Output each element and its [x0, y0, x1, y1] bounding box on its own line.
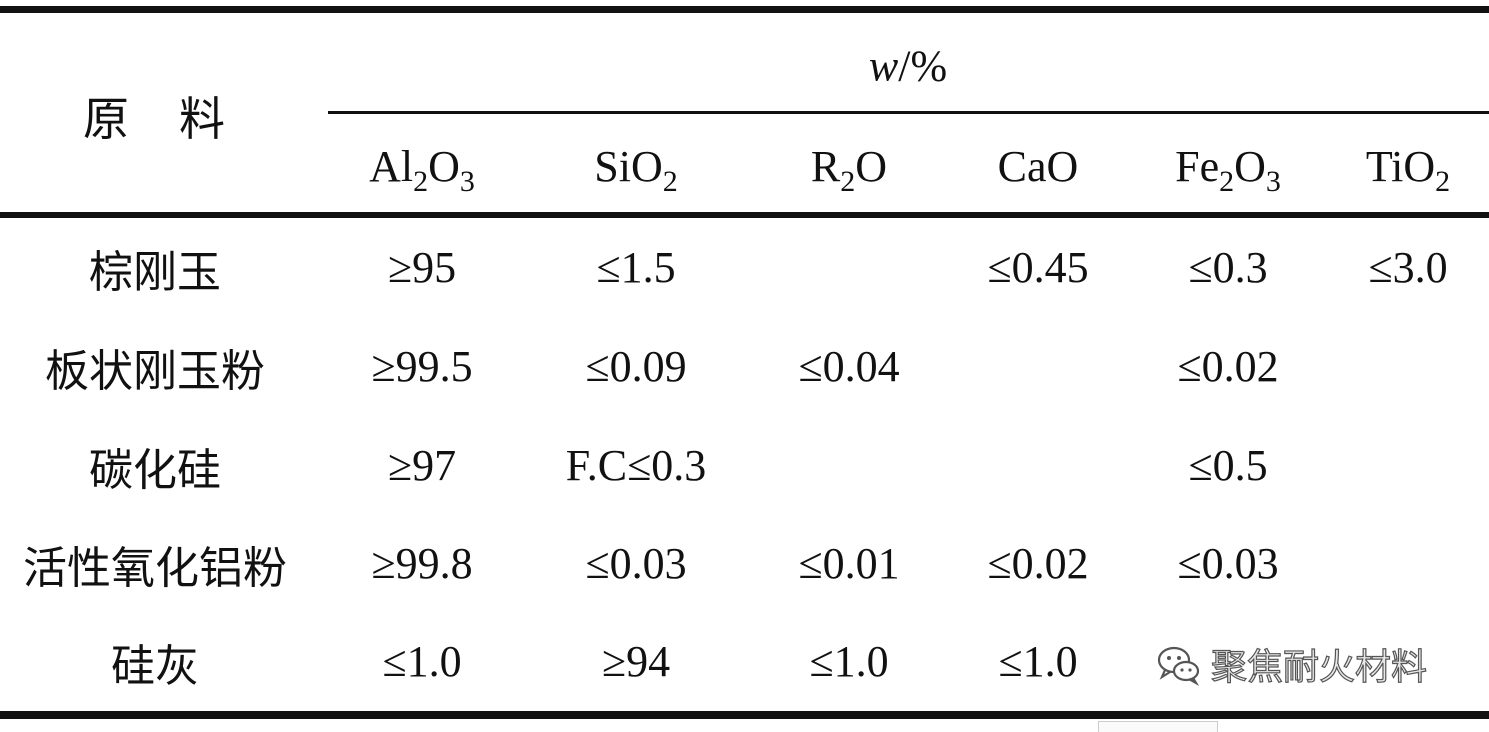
row-label: 活性氧化铝粉 — [23, 544, 287, 593]
subscript: 2 — [662, 165, 678, 198]
column-header: Al2O3 — [369, 142, 475, 197]
row-label: 硅灰 — [111, 642, 199, 691]
table-cell: ≤0.3 — [1188, 243, 1268, 292]
subscript: 2 — [1219, 165, 1235, 198]
header-unit-variable: w — [868, 41, 899, 91]
table-cell: ≥97 — [387, 441, 457, 490]
table-cell: ≤1.0 — [998, 637, 1078, 686]
table-cell: ≥99.5 — [371, 342, 473, 391]
subscript: 2 — [840, 165, 856, 198]
table-cell: ≤0.09 — [585, 342, 687, 391]
table-cell: ≤1.0 — [382, 637, 462, 686]
column-header: SiO2 — [594, 142, 677, 197]
table-cell: ≤0.04 — [798, 342, 900, 391]
bottom-toolbar-fragment — [1098, 721, 1218, 732]
table-cell: ≥94 — [601, 637, 671, 686]
subscript: 3 — [1265, 165, 1281, 198]
table-header-rule — [0, 212, 1489, 218]
unit-subheader-rule — [328, 111, 1489, 114]
row-label: 棕刚玉 — [89, 248, 221, 297]
table-cell: ≤0.45 — [987, 243, 1089, 292]
table-top-rule — [0, 6, 1489, 13]
formula-part: Fe — [1175, 142, 1220, 191]
table-cell: ≤0.03 — [585, 539, 687, 588]
row-label: 碳化硅 — [89, 446, 221, 495]
table-cell: ≤0.02 — [987, 539, 1089, 588]
table-cell: ≤3.0 — [1368, 243, 1448, 292]
table-cell: ≤0.02 — [1177, 342, 1279, 391]
subscript: 2 — [1435, 165, 1451, 198]
table-cell: ≥99.8 — [371, 539, 473, 588]
subscript: 3 — [459, 165, 475, 198]
header-unit-suffix: /% — [898, 41, 948, 91]
column-header: R2O — [810, 142, 888, 197]
watermark-text: 聚焦耐火材料 — [1210, 646, 1428, 688]
formula-part: O — [855, 142, 888, 191]
header-material: 原 料 — [83, 94, 227, 145]
formula-part: SiO — [594, 142, 663, 191]
table-cell: ≤0.5 — [1188, 441, 1268, 490]
header-unit: w/% — [869, 41, 947, 92]
table-cell: ≤1.5 — [596, 243, 676, 292]
table-cell: ≤1.0 — [809, 637, 889, 686]
subscript: 2 — [413, 165, 429, 198]
formula-part: O — [1234, 142, 1266, 191]
column-header: Fe2O3 — [1175, 142, 1281, 197]
formula-part: TiO — [1365, 142, 1436, 191]
table-cell: ≤0.01 — [798, 539, 900, 588]
table-cell: ≤0.03 — [1177, 539, 1279, 588]
watermark: 聚焦耐火材料 — [1155, 640, 1428, 689]
table-bottom-rule — [0, 711, 1489, 719]
table-cell: F.C≤0.3 — [565, 441, 707, 490]
formula-part: CaO — [997, 142, 1079, 191]
formula-part: O — [428, 142, 460, 191]
row-label: 板状刚玉粉 — [45, 347, 265, 396]
column-header: TiO2 — [1365, 142, 1450, 197]
column-header: CaO — [998, 145, 1079, 189]
formula-part: R — [810, 142, 841, 191]
table-cell: ≥95 — [387, 243, 457, 292]
formula-part: Al — [369, 142, 414, 191]
wechat-logo-icon — [1157, 646, 1200, 687]
